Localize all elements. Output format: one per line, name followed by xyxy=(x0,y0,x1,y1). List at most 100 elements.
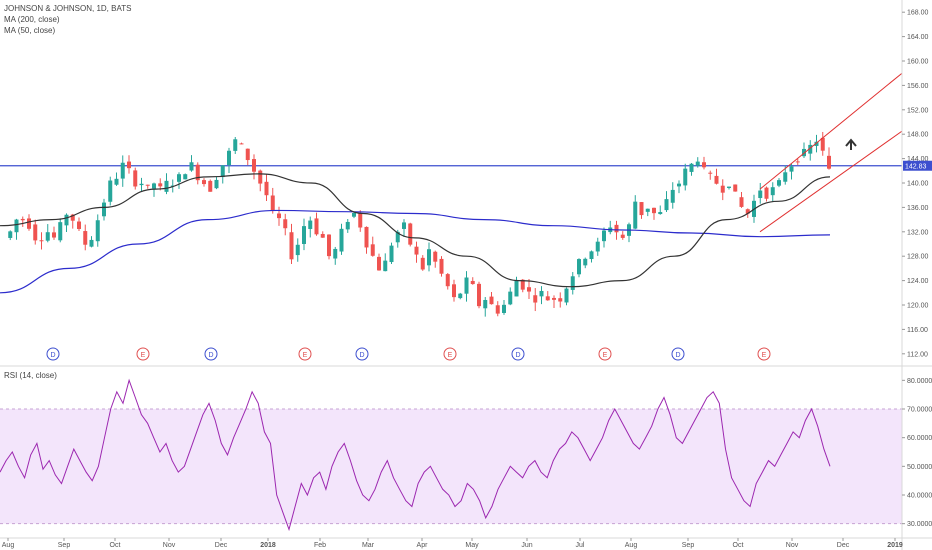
ma200-legend: MA (200, close) xyxy=(4,15,60,24)
time-tick-label: Dec xyxy=(837,542,850,549)
candle-body xyxy=(127,161,131,169)
time-tick-label: Sep xyxy=(58,542,71,549)
price-tick-label: 132.00 xyxy=(907,229,929,236)
ma50-legend: MA (50, close) xyxy=(4,26,56,35)
candle-body xyxy=(183,174,188,180)
candle-body xyxy=(39,240,44,242)
rsi-tick-label: 70.0000 xyxy=(907,407,932,414)
candle-body xyxy=(570,276,575,290)
channel-upper-line xyxy=(759,72,903,190)
rsi-tick-label: 50.0000 xyxy=(907,464,932,471)
candle-body xyxy=(483,299,488,309)
candle-body xyxy=(645,208,650,212)
price-tick-label: 148.00 xyxy=(907,132,929,139)
candle-body xyxy=(683,168,688,186)
price-tick-label: 144.00 xyxy=(907,156,929,163)
candle-body xyxy=(333,248,338,259)
candle-body xyxy=(495,305,500,314)
symbol-title: JOHNSON & JOHNSON, 1D, BATS xyxy=(4,4,132,13)
price-tick-label: 164.00 xyxy=(907,34,929,41)
candle-body xyxy=(345,221,350,230)
event-label: E xyxy=(141,352,146,359)
candle-body xyxy=(758,190,763,199)
price-tick-label: 152.00 xyxy=(907,107,929,114)
candle-body xyxy=(177,174,181,182)
candle-body xyxy=(770,187,775,196)
candle-body xyxy=(727,186,731,188)
candle-body xyxy=(302,226,306,244)
candle-body xyxy=(658,212,663,215)
candle-body xyxy=(339,228,344,252)
candle-body xyxy=(208,180,213,192)
candle-body xyxy=(427,249,431,266)
candle-body xyxy=(695,161,700,166)
candle-body xyxy=(733,184,738,192)
candle-body xyxy=(358,213,363,228)
time-tick-label: Mar xyxy=(362,542,375,549)
candle-body xyxy=(108,180,113,202)
candle-body xyxy=(195,164,200,181)
candle-body xyxy=(514,280,519,297)
time-tick-label: Apr xyxy=(417,542,429,549)
rsi-tick-label: 30.0000 xyxy=(907,521,932,528)
time-tick-label: Oct xyxy=(733,542,744,549)
event-marker xyxy=(757,347,771,361)
candle-body xyxy=(589,251,594,260)
candle-body xyxy=(533,295,538,303)
candle-body xyxy=(808,144,813,154)
candle-body xyxy=(414,246,419,255)
candle-body xyxy=(614,224,619,233)
candle-body xyxy=(739,197,744,207)
candle-body xyxy=(602,230,606,242)
candle-body xyxy=(352,212,356,217)
time-tick-label: Oct xyxy=(110,542,121,549)
candle-body xyxy=(595,241,600,252)
candle-body xyxy=(633,201,638,229)
candle-body xyxy=(408,223,413,245)
event-marker xyxy=(443,347,457,361)
candle-body xyxy=(652,207,656,214)
candle-body xyxy=(95,220,100,242)
candle-body xyxy=(520,279,525,290)
candle-body xyxy=(464,277,469,294)
rsi-tick-label: 60.0000 xyxy=(907,435,932,442)
candle-body xyxy=(258,170,263,184)
candle-body xyxy=(639,202,644,216)
candle-body xyxy=(377,256,381,271)
candle-body xyxy=(720,185,725,193)
arrow-up-icon xyxy=(845,138,857,150)
candle-body xyxy=(277,213,281,219)
price-tick-label: 168.00 xyxy=(907,10,929,17)
candle-body xyxy=(364,226,369,248)
candle-body xyxy=(539,290,544,297)
candle-body xyxy=(327,234,331,257)
candle-body xyxy=(14,219,19,233)
channel-lower-line xyxy=(759,130,903,233)
time-tick-label: Nov xyxy=(786,542,799,549)
rsi-legend: RSI (14, close) xyxy=(4,371,57,380)
event-marker xyxy=(511,347,525,361)
candle-body xyxy=(402,222,406,229)
candle-body xyxy=(70,214,75,221)
candle-body xyxy=(783,172,788,182)
candle-body xyxy=(370,244,375,256)
time-tick-label: 2018 xyxy=(260,542,276,549)
candle-body xyxy=(227,150,231,166)
candle-body xyxy=(8,231,13,238)
candle-body xyxy=(708,172,713,174)
candle-body xyxy=(158,183,163,187)
candle-body xyxy=(545,296,550,301)
event-label: E xyxy=(448,352,453,359)
candle-body xyxy=(564,288,569,303)
candle-body xyxy=(58,222,63,241)
candle-body xyxy=(420,257,425,270)
candle-body xyxy=(670,189,675,203)
candle-body xyxy=(295,244,300,256)
candle-body xyxy=(745,209,750,214)
candle-body xyxy=(152,183,156,189)
candle-body xyxy=(233,139,238,151)
candle-body xyxy=(214,179,219,189)
time-tick-label: Dec xyxy=(215,542,228,549)
candle-body xyxy=(820,137,825,151)
